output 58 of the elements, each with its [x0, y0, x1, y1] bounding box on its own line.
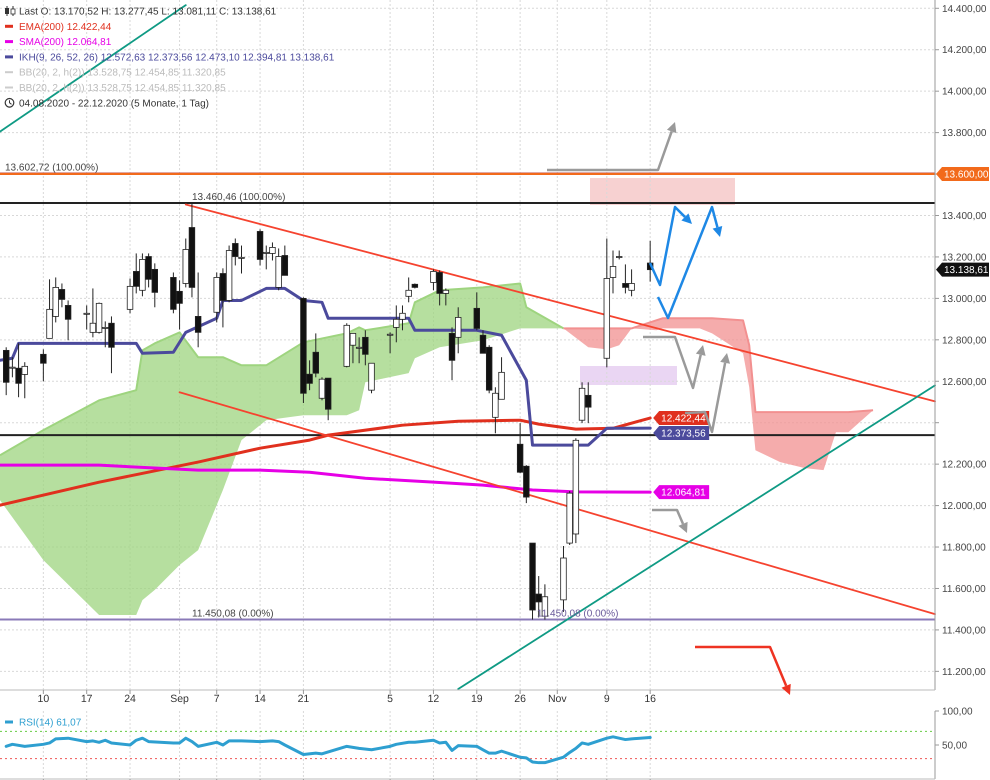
legend-label: RSI(14) 61,07 [19, 718, 82, 728]
x-tick-label: 9 [604, 693, 610, 705]
ref-line-label: 13.602,72 (100.00%) [5, 162, 98, 174]
y-tick-label: 11.600,00 [942, 584, 986, 595]
ref-line-label: 13.460,46 (100.00%) [192, 192, 286, 203]
x-tick-label: 21 [298, 693, 310, 705]
annotation: BB(20, 2, h(2)) 13.528,75 12.454,85 11.320,85 [19, 68, 226, 79]
y-tick-label: 13.200,00 [942, 252, 987, 264]
y-tick-label: 13.000,00 [942, 294, 987, 305]
data-label: 12.064,81 [661, 488, 706, 499]
candlestick [64, 300, 72, 341]
x-tick-label: Nov [548, 693, 568, 705]
data-label: 12.422,44 [661, 414, 706, 425]
y-tick-label: 13.600,00 [944, 170, 989, 181]
y-tick-label: 100,00 [942, 706, 974, 718]
candlestick [474, 292, 480, 331]
data-label: 12.373,56 [661, 428, 706, 440]
y-tick-label: 12.800,00 [942, 335, 987, 346]
x-tick-label: 12 [428, 693, 440, 705]
y-tick-label: 11.800,00 [942, 542, 986, 554]
candlestick [238, 245, 245, 274]
y-tick-label: 14.400,00 [942, 4, 987, 15]
line-series [4, 735, 652, 764]
legend-label: SMA(200) 12.064,81 [19, 37, 112, 48]
price-tag: 12.373,56 [653, 426, 710, 440]
candlestick [194, 272, 202, 348]
line-series [0, 464, 652, 494]
y-tick-label: 13.800,00 [942, 128, 987, 140]
y-tick-label: 50,00 [942, 740, 968, 752]
annotation: BB(20, 2, h(2)) 13.528,75 12.454,85 11.320,85 [19, 83, 226, 94]
x-tick-label: 17 [80, 693, 93, 705]
price-tag: 13.600,00 [936, 167, 989, 182]
y-tick-label: 11.400,00 [942, 625, 986, 636]
price-tag: 12.064,81 [653, 485, 710, 500]
x-tick-label: 14 [254, 693, 266, 705]
x-tick-label: 7 [214, 693, 220, 705]
line-series [0, 416, 652, 507]
candlestick [405, 276, 412, 303]
x-tick-label: 10 [38, 693, 50, 705]
y-tick-label: 11.200,00 [942, 666, 986, 678]
line-series [0, 286, 652, 447]
candlestick [610, 250, 616, 294]
x-tick-label: 16 [644, 693, 656, 705]
candlestick [40, 348, 47, 382]
y-tick-label: 14.000,00 [942, 86, 987, 98]
legend-label: EMA(200) 12.422,44 [19, 22, 112, 33]
ref-line-label: 11.450,08 (0.00%) [192, 608, 274, 620]
x-tick-label: Sep [170, 693, 190, 705]
x-tick-label: 24 [124, 693, 136, 705]
y-tick-label: 12.000,00 [942, 501, 987, 512]
x-tick-label: 5 [387, 693, 394, 705]
y-tick-label: 13.400,00 [942, 210, 987, 222]
y-tick-label: 14.200,00 [942, 45, 987, 56]
x-tick-label: 26 [514, 693, 526, 705]
y-tick-label: 12.200,00 [942, 460, 987, 471]
price-tag: 13.138,61 [936, 262, 989, 277]
x-tick-label: 19 [470, 693, 483, 705]
y-tick-label: 12.600,00 [942, 376, 987, 388]
